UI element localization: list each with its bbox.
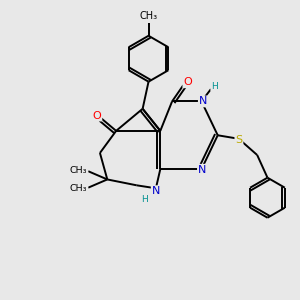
Text: N: N: [199, 96, 207, 106]
Text: N: N: [152, 186, 160, 196]
Text: S: S: [236, 135, 242, 145]
Text: CH₃: CH₃: [140, 11, 158, 21]
Text: CH₃: CH₃: [70, 184, 88, 193]
Text: N: N: [198, 165, 206, 175]
Text: H: H: [211, 82, 218, 91]
Text: CH₃: CH₃: [70, 166, 88, 175]
Text: H: H: [141, 195, 148, 204]
Text: O: O: [93, 110, 101, 121]
Text: O: O: [183, 77, 192, 87]
